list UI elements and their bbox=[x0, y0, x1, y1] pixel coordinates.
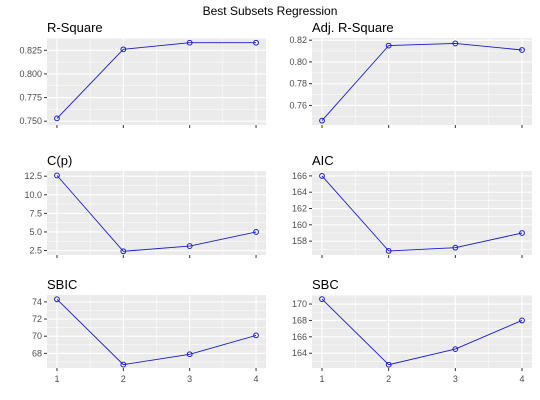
data-point bbox=[385, 42, 392, 49]
series-line bbox=[321, 298, 523, 366]
data-point bbox=[319, 172, 325, 179]
y-tick-label: 68 bbox=[32, 348, 42, 358]
y-tick-label: 164 bbox=[292, 187, 307, 197]
data-point bbox=[519, 230, 525, 236]
x-tick-label: 2 bbox=[386, 374, 391, 384]
y-tick-label: 166 bbox=[292, 171, 307, 181]
y-tick-label: 74 bbox=[32, 297, 42, 307]
y-tick-label: 2.5 bbox=[29, 246, 42, 256]
data-point bbox=[452, 346, 459, 353]
x-tick-label: 2 bbox=[121, 374, 126, 384]
data-point bbox=[54, 172, 60, 179]
y-tick-label: 0.825 bbox=[19, 45, 42, 55]
panel-2: 0.76 0.78 0.80 0.82 Adj. R-Square bbox=[289, 20, 532, 128]
series-line bbox=[56, 42, 256, 119]
y-tick-label: 160 bbox=[292, 220, 307, 230]
panel-title: SBC bbox=[312, 277, 339, 292]
series-line bbox=[56, 175, 257, 252]
y-tick-label: 72 bbox=[32, 314, 42, 324]
y-tick-label: 0.800 bbox=[19, 69, 42, 79]
panel-5: 68 70 72 74 1 2 3 4 SBIC bbox=[32, 277, 266, 384]
data-point bbox=[54, 115, 60, 122]
y-tick-label: 10.0 bbox=[24, 190, 42, 200]
y-tick-label: 7.5 bbox=[29, 208, 42, 218]
panel-title: C(p) bbox=[47, 153, 72, 168]
panel-title: Adj. R-Square bbox=[312, 20, 394, 35]
y-tick-label: 0.82 bbox=[289, 35, 307, 45]
panel-title: SBIC bbox=[47, 277, 77, 292]
data-point bbox=[54, 296, 60, 303]
data-point bbox=[253, 229, 259, 235]
panel-6: 164 166 168 170 1 2 3 4 SBC bbox=[292, 277, 532, 384]
x-tick-label: 1 bbox=[54, 374, 59, 384]
figure-title: Best Subsets Regression bbox=[203, 4, 338, 18]
y-tick-label: 168 bbox=[292, 315, 307, 325]
panel-3: 2.5 5.0 7.5 10.0 12.5 C(p) bbox=[24, 153, 266, 258]
data-point bbox=[186, 243, 193, 249]
data-point bbox=[319, 296, 325, 303]
data-point bbox=[253, 39, 259, 46]
data-point bbox=[120, 46, 127, 53]
data-point bbox=[120, 361, 127, 368]
data-point bbox=[452, 40, 459, 47]
y-tick-label: 0.80 bbox=[289, 57, 307, 67]
y-tick-label: 0.750 bbox=[19, 116, 42, 126]
y-tick-label: 158 bbox=[292, 236, 307, 246]
x-tick-label: 3 bbox=[453, 374, 458, 384]
series-line bbox=[321, 175, 523, 252]
panel-1: 0.750 0.775 0.800 0.825 R-Square bbox=[19, 20, 266, 128]
y-tick-label: 0.775 bbox=[19, 93, 42, 103]
data-point bbox=[186, 39, 193, 46]
y-tick-label: 5.0 bbox=[29, 227, 42, 237]
panels-group: 0.750 0.775 0.800 0.825 R-Square 0.76 0.78 0.80… bbox=[19, 20, 532, 384]
series-line bbox=[56, 298, 257, 366]
y-tick-label: 164 bbox=[292, 348, 307, 358]
data-point bbox=[186, 351, 193, 358]
data-point bbox=[319, 117, 325, 124]
data-point bbox=[519, 317, 525, 324]
data-point bbox=[253, 332, 259, 339]
data-point bbox=[120, 248, 127, 255]
data-point bbox=[385, 361, 392, 368]
x-tick-label: 3 bbox=[187, 374, 192, 384]
y-tick-label: 12.5 bbox=[24, 171, 42, 181]
panel-4: 158 160 162 164 166 AIC bbox=[292, 153, 532, 258]
y-tick-label: 170 bbox=[292, 299, 307, 309]
x-tick-label: 4 bbox=[519, 374, 524, 384]
y-tick-label: 0.76 bbox=[289, 100, 307, 110]
data-point bbox=[452, 244, 459, 251]
panel-title: R-Square bbox=[47, 20, 103, 35]
y-tick-label: 162 bbox=[292, 204, 307, 214]
y-tick-label: 70 bbox=[32, 331, 42, 341]
y-tick-label: 0.78 bbox=[289, 79, 307, 89]
series-line bbox=[321, 42, 523, 121]
data-point bbox=[385, 248, 392, 254]
x-tick-label: 1 bbox=[319, 374, 324, 384]
panel-title: AIC bbox=[312, 153, 334, 168]
data-point bbox=[519, 47, 525, 53]
x-tick-label: 4 bbox=[254, 374, 259, 384]
y-tick-label: 166 bbox=[292, 332, 307, 342]
